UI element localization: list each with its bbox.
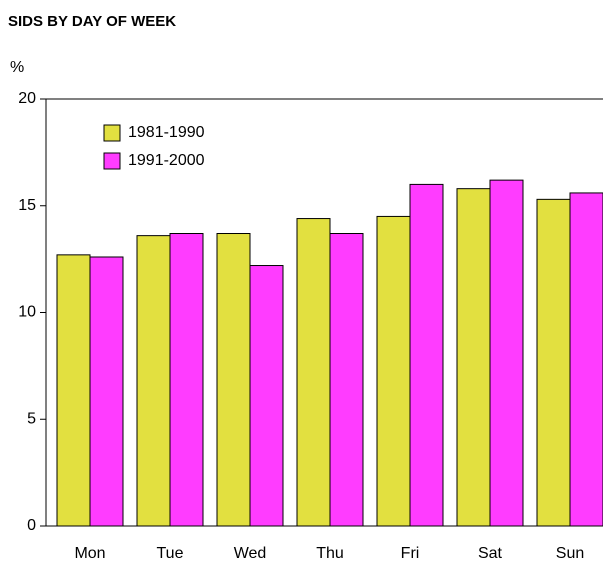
x-tick-label: Tue (157, 545, 184, 562)
y-tick-label: 0 (27, 517, 36, 534)
bar (249, 265, 284, 527)
y-tick-label: 20 (18, 90, 36, 107)
y-axis-label: % (10, 59, 24, 76)
legend-label: 1991-2000 (128, 152, 205, 169)
y-tick-label: 10 (18, 304, 36, 321)
bar (89, 256, 124, 527)
bar (136, 235, 171, 527)
bar (456, 188, 491, 527)
y-tick-label: 15 (18, 197, 36, 214)
x-tick-label: Wed (234, 545, 267, 562)
bar (489, 179, 524, 527)
legend-swatch (103, 124, 121, 142)
x-tick-label: Sun (556, 545, 584, 562)
bar (296, 218, 331, 527)
bar (376, 215, 411, 527)
bar (536, 198, 571, 527)
y-tick-label: 5 (27, 410, 36, 427)
bar (216, 233, 251, 527)
x-tick-label: Thu (316, 545, 344, 562)
bar (169, 233, 204, 527)
x-tick-label: Fri (401, 545, 420, 562)
x-tick-label: Mon (74, 545, 105, 562)
x-tick-label: Sat (478, 545, 503, 562)
bar (409, 183, 444, 527)
legend-label: 1981-1990 (128, 124, 205, 141)
legend-swatch (103, 152, 121, 170)
bar (56, 254, 91, 527)
bar (329, 233, 364, 527)
bar (569, 192, 603, 527)
chart-title: SIDS BY DAY OF WEEK (8, 13, 176, 30)
